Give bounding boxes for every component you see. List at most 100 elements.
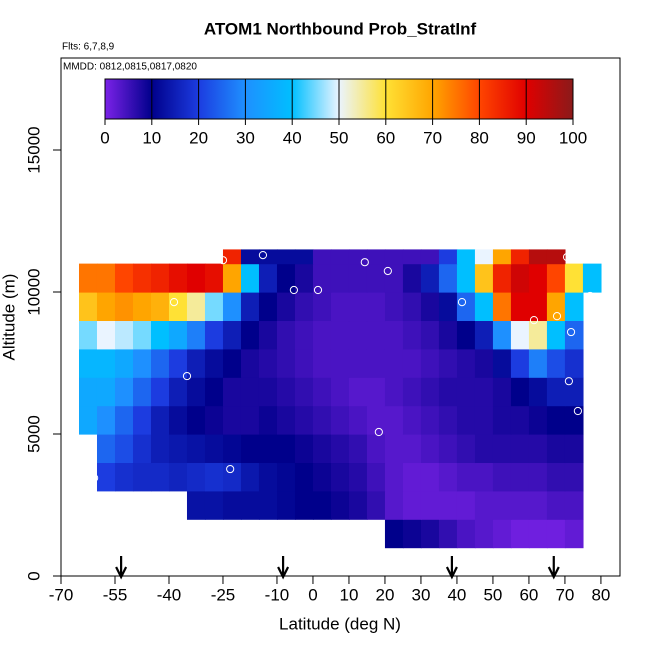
heatmap-cell [384,249,404,265]
heatmap-cell [546,490,566,520]
heatmap-cell [240,462,260,492]
heatmap-cell [258,462,278,492]
heatmap-cell [546,249,566,265]
heatmap-cell [276,434,296,464]
heatmap-cell [492,519,512,549]
heatmap-cell [78,405,98,435]
heatmap-cell [528,434,548,464]
heatmap-cell [420,434,440,464]
heatmap-cell [150,320,170,350]
y-tick-label: 15000 [24,126,43,173]
heatmap-cell [294,377,314,407]
heatmap-cell [402,320,422,350]
heatmap-cell [240,434,260,464]
heatmap-cell [474,462,494,492]
heatmap-cell [384,434,404,464]
heatmap-cell [438,249,458,265]
heatmap-cell [492,462,512,492]
heatmap-cell [420,519,440,549]
heatmap-cell [168,405,188,435]
heatmap-cell [564,434,584,464]
heatmap-cell [258,434,278,464]
heatmap-cell [240,348,260,378]
sample-point [313,285,323,295]
heatmap-cell [366,434,386,464]
heatmap-cell [186,434,206,464]
heatmap-cell [438,292,458,322]
heatmap-cell [420,462,440,492]
heatmap-cell [168,320,188,350]
colorbar-tick-label: 0 [100,128,109,147]
heatmap [78,249,602,549]
heatmap-cell [186,292,206,322]
x-tick-label: 40 [447,585,466,604]
heatmap-cell [402,263,422,293]
sample-point [552,312,562,321]
heatmap-cell [474,320,494,350]
heatmap-cell [510,320,530,350]
heatmap-cell [222,348,242,378]
heatmap-cell [366,292,386,322]
heatmap-cell [96,263,116,293]
heatmap-cell [528,490,548,520]
x-tick-label: 0 [308,585,317,604]
heatmap-cell [366,320,386,350]
heatmap-cell [456,519,476,549]
heatmap-cell [384,405,404,435]
heatmap-cell [186,320,206,350]
heatmap-cell [528,405,548,435]
heatmap-cell [348,405,368,435]
heatmap-cell [222,377,242,407]
colorbar-tick-label: 10 [142,128,161,147]
heatmap-cell [348,249,368,265]
heatmap-cell [564,292,584,322]
sample-point [90,473,99,483]
heatmap-cell [348,320,368,350]
heatmap-cell [564,348,584,378]
colorbar-tick-label: 90 [517,128,536,147]
heatmap-cell [510,263,530,293]
heatmap-cell [528,348,548,378]
heatmap-cell [294,249,314,265]
heatmap-cell [294,462,314,492]
heatmap-cell [114,462,134,492]
heatmap-cell [456,434,476,464]
heatmap-cell [510,519,530,549]
subtitle: Flts: 6,7,8,9 [62,42,115,53]
heatmap-cell [132,405,152,435]
heatmap-cell [438,377,458,407]
sample-point [218,256,228,265]
heatmap-cell [438,263,458,293]
colorbar-tick-label: 60 [376,128,395,147]
heatmap-cell [150,405,170,435]
heatmap-cell [510,405,530,435]
heatmap-cell [186,348,206,378]
heatmap-cell [546,348,566,378]
heatmap-cell [96,320,116,350]
heatmap-cell [168,348,188,378]
heatmap-cell [240,320,260,350]
heatmap-cell [330,249,350,265]
heatmap-cell [204,462,224,492]
heatmap-cell [456,292,476,322]
heatmap-cell [330,263,350,293]
x-tick-label: 50 [483,585,502,604]
heatmap-cell [312,320,332,350]
y-tick-label: 0 [24,571,43,580]
heatmap-cell [222,490,242,520]
x-tick-label: -70 [49,585,74,604]
heatmap-cell [312,434,332,464]
heatmap-cell [168,292,188,322]
heatmap-cell [168,434,188,464]
sample-point [374,427,383,437]
sample-point [562,252,572,262]
heatmap-cell [204,263,224,293]
sample-point [226,464,235,474]
heatmap-cell [294,292,314,322]
heatmap-cell [222,263,242,293]
arrow [445,556,458,580]
heatmap-cell [114,405,134,435]
heatmap-cell [420,348,440,378]
heatmap-cell [438,320,458,350]
colorbar-tick-label: 20 [189,128,208,147]
